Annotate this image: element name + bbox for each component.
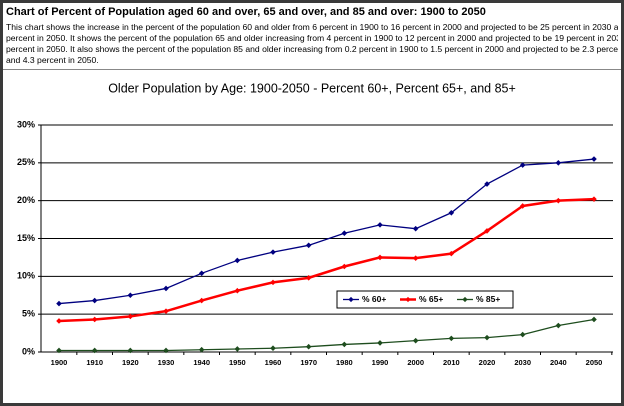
data-point: [127, 347, 134, 354]
x-tick-label: 1930: [158, 358, 175, 367]
legend-box: [336, 290, 514, 309]
data-point: [377, 340, 383, 346]
y-tick-label: 15%: [17, 233, 35, 243]
data-point: [484, 181, 490, 187]
data-point: [377, 254, 383, 261]
data-point: [591, 316, 597, 323]
data-point: [234, 257, 241, 264]
x-tick-label: 2040: [550, 358, 567, 367]
data-point: [448, 250, 455, 257]
data-point: [234, 346, 241, 352]
data-point: [519, 331, 526, 338]
data-point: [591, 196, 597, 202]
y-tick-label: 30%: [17, 119, 35, 129]
description-line: and 4.3 percent in 2050.: [6, 55, 99, 65]
data-point: [91, 297, 98, 304]
data-point: [270, 345, 276, 352]
data-point: [91, 316, 98, 323]
data-point: [341, 263, 348, 270]
data-point: [163, 308, 169, 314]
data-point: [163, 285, 169, 292]
data-point: [234, 287, 241, 294]
data-point: [163, 347, 169, 354]
chart: Older Population by Age: 1900-2050 - Per…: [17, 81, 613, 367]
data-point: [555, 197, 562, 204]
y-tick-label: 10%: [17, 271, 35, 281]
series-line: [58, 158, 595, 305]
data-point: [305, 343, 312, 350]
data-point: [448, 335, 455, 342]
data-point: [198, 297, 205, 304]
data-point: [305, 242, 312, 249]
data-point: [341, 230, 348, 237]
data-point: [484, 228, 490, 234]
data-point: [412, 255, 419, 261]
chart-title: Older Population by Age: 1900-2050 - Per…: [108, 81, 516, 95]
x-tick-label: 2020: [479, 358, 496, 367]
series-line: [59, 318, 595, 352]
legend-marker: [348, 296, 354, 303]
data-point: [555, 322, 562, 329]
data-point: [127, 292, 134, 299]
x-tick-label: 1900: [51, 358, 68, 367]
data-point: [56, 347, 62, 354]
description-line: percent in 2050. It shows the percent of…: [6, 33, 618, 43]
x-tick-label: 1940: [193, 358, 210, 367]
data-point: [448, 209, 455, 216]
description-line: percent in 2050. It also shows the perce…: [6, 44, 618, 54]
separator: [3, 69, 621, 70]
x-tick-label: 1970: [300, 358, 317, 367]
data-point: [519, 162, 526, 168]
y-tick-label: 5%: [22, 309, 35, 319]
data-point: [270, 249, 276, 255]
x-tick-label: 1960: [265, 358, 282, 367]
data-point: [412, 225, 419, 232]
x-tick-label: 2010: [443, 358, 460, 367]
data-point: [591, 156, 597, 162]
data-point: [341, 341, 348, 348]
x-tick-label: 1980: [336, 358, 353, 367]
data-point: [377, 222, 383, 228]
data-point: [305, 275, 312, 281]
legend-marker: [462, 296, 468, 303]
data-point: [198, 346, 205, 353]
data-point: [198, 270, 205, 277]
data-point: [91, 347, 98, 354]
x-tick-label: 1990: [372, 358, 389, 367]
legend-label: % 65+: [419, 294, 443, 304]
x-tick-label: 2000: [407, 358, 424, 367]
x-tick-label: 2050: [586, 358, 603, 367]
data-point: [519, 203, 526, 209]
x-tick-label: 1950: [229, 358, 246, 367]
legend-label: % 85+: [476, 294, 500, 304]
legend-marker: [405, 296, 411, 303]
x-tick-label: 1910: [86, 358, 103, 367]
data-point: [484, 334, 490, 341]
series-line: [58, 197, 595, 323]
data-point: [56, 300, 62, 307]
legend-label: % 60+: [362, 294, 386, 304]
data-point: [412, 337, 419, 344]
x-tick-label: 2030: [514, 358, 531, 367]
description-line: This chart shows the increase in the per…: [6, 22, 618, 32]
y-tick-label: 20%: [17, 195, 35, 205]
y-tick-label: 0%: [22, 346, 35, 356]
data-point: [127, 313, 134, 320]
page-title: Chart of Percent of Population aged 60 a…: [6, 6, 486, 18]
y-tick-label: 25%: [17, 157, 35, 167]
data-point: [56, 318, 62, 324]
data-point: [270, 279, 276, 286]
x-tick-label: 1920: [122, 358, 139, 367]
data-point: [555, 160, 562, 166]
